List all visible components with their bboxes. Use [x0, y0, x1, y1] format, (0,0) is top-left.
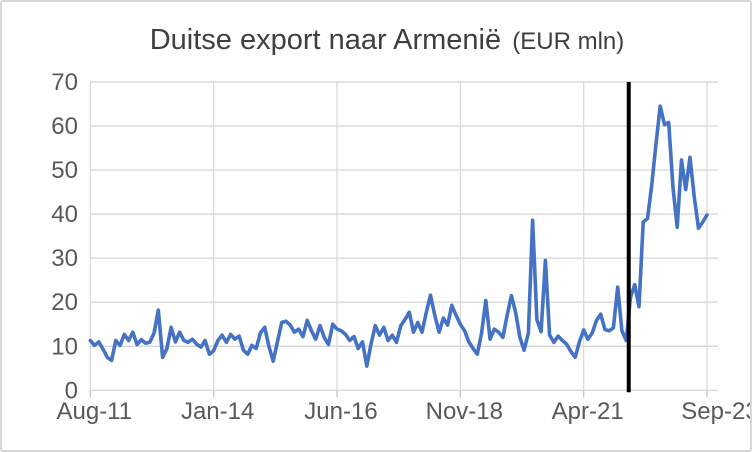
- y-axis-tick-label: 0: [65, 377, 78, 404]
- y-axis-tick-label: 60: [51, 113, 78, 140]
- export-series-line: [88, 104, 709, 368]
- chart-title-text: Duitse export naar Armenië: [149, 24, 502, 56]
- x-axis-tick-label: Sep-23: [681, 398, 752, 425]
- x-axis-tick-label: Apr-21: [552, 398, 624, 425]
- x-axis-tick-label: Nov-18: [426, 398, 503, 425]
- y-axis-tick-label: 50: [51, 157, 78, 184]
- x-axis-tick-label: Jan-14: [181, 398, 254, 425]
- chart-title-suffix: (EUR mln): [512, 28, 625, 55]
- y-axis-tick-label: 70: [51, 69, 78, 96]
- x-axis-tick-label: Aug-11: [56, 398, 132, 425]
- y-axis-tick-label: 10: [51, 333, 78, 360]
- chart-title: Duitse export naar Armenië (EUR mln): [2, 24, 750, 57]
- y-axis-tick-label: 30: [51, 245, 78, 272]
- x-axis-tick-label: Jun-16: [304, 398, 377, 425]
- y-axis-tick-label: 20: [51, 289, 78, 316]
- y-axis-tick-label: 40: [51, 201, 78, 228]
